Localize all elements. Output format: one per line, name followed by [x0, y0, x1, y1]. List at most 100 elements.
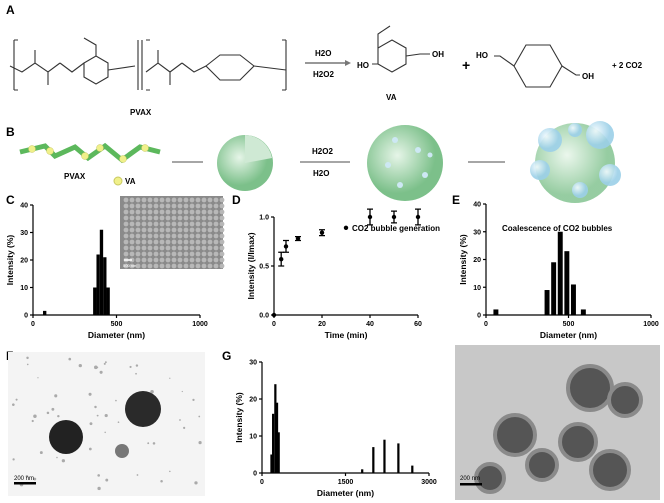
tem-debris	[12, 458, 15, 461]
tem-debris	[89, 422, 93, 426]
data-point	[279, 256, 284, 262]
sem-particle	[177, 215, 183, 221]
tem-debris	[25, 474, 29, 478]
sem-particle	[141, 227, 147, 233]
sem-particle	[219, 227, 225, 233]
y-tick-label: 0.5	[259, 264, 269, 271]
sem-particle	[147, 263, 153, 269]
histogram-bar	[99, 229, 104, 315]
sem-particle	[147, 245, 153, 251]
sem-particle	[153, 209, 159, 215]
sem-particle	[201, 233, 207, 239]
reagent-h2o-b: H2O	[313, 169, 329, 178]
sem-particle	[165, 257, 171, 263]
sem-particle	[189, 251, 195, 257]
sem-particle	[159, 257, 165, 263]
tem-debris	[94, 365, 98, 370]
sem-particle	[213, 245, 219, 251]
sem-particle	[123, 263, 129, 269]
sem-particle	[153, 239, 159, 245]
sem-particle	[189, 227, 195, 233]
sem-particle	[153, 227, 159, 233]
sem-particle	[123, 251, 129, 257]
histogram-bar	[43, 310, 47, 315]
sem-particle	[207, 221, 213, 227]
data-point	[415, 214, 421, 220]
x-axis-label: Diameter (nm)	[540, 330, 597, 340]
sem-particle	[153, 233, 159, 239]
histogram-bar	[557, 231, 563, 315]
tem-debris	[15, 398, 18, 401]
tem-debris	[192, 398, 195, 401]
sem-particle	[171, 245, 177, 251]
reagent-h2o2-b: H2O2	[312, 147, 333, 156]
sem-particle	[159, 263, 165, 269]
oh-label: OH	[432, 50, 444, 59]
sem-particle	[207, 203, 213, 209]
large-bubbles	[530, 121, 621, 198]
sem-particle	[153, 251, 159, 257]
sem-particle	[135, 221, 141, 227]
sem-particle	[141, 215, 147, 221]
sem-particle	[123, 233, 129, 239]
sem-particle	[183, 257, 189, 263]
panel-label-c: C	[6, 193, 15, 207]
histogram-bar	[277, 432, 280, 473]
histogram-bar	[270, 454, 273, 473]
sem-particle	[201, 257, 207, 263]
sem-particle	[195, 227, 201, 233]
sem-particle	[195, 203, 201, 209]
x-tick-label: 500	[111, 321, 123, 328]
x-tick-label: 0	[31, 321, 35, 328]
sem-particle	[189, 233, 195, 239]
sem-particle	[177, 245, 183, 251]
panel-label-a: A	[6, 3, 15, 17]
sem-particle	[135, 209, 141, 215]
sem-particle	[171, 233, 177, 239]
y-tick-label: 30	[473, 229, 481, 236]
x-tick-label: 0	[272, 321, 276, 328]
sem-particle	[213, 215, 219, 221]
panel-label-e: E	[452, 193, 460, 207]
histogram-bar	[383, 439, 386, 473]
sem-particle	[141, 233, 147, 239]
y-axis-label: Intensity (%)	[458, 234, 468, 285]
small-bubbles	[385, 137, 433, 188]
sem-particle	[171, 221, 177, 227]
histogram-bar	[372, 447, 375, 473]
sem-particle	[165, 239, 171, 245]
sem-particle	[219, 197, 225, 203]
y-tick-label: 0	[24, 313, 28, 320]
sem-particle	[213, 251, 219, 257]
sem-particle	[219, 233, 225, 239]
tem-debris	[46, 411, 50, 415]
sem-particle	[195, 251, 201, 257]
histogram-bar	[361, 469, 364, 473]
sem-particle	[123, 221, 129, 227]
sem-particle	[129, 227, 135, 233]
sem-particle	[207, 227, 213, 233]
tem-debris	[26, 356, 29, 360]
sem-particle	[159, 221, 165, 227]
histogram-bar	[275, 402, 279, 473]
sem-particle	[147, 239, 153, 245]
tem-image-f: 200 nm	[8, 352, 205, 496]
co2-product: + 2 CO2	[612, 61, 643, 70]
sem-particle	[177, 263, 183, 269]
sem-particle	[165, 251, 171, 257]
reagent-h2o: H2O	[315, 49, 331, 58]
tem-debris	[26, 363, 29, 366]
panel-label-b: B	[6, 125, 15, 139]
tem-debris	[78, 363, 82, 368]
sem-particle	[153, 257, 159, 263]
y-tick-label: 10	[473, 285, 481, 292]
data-point	[343, 225, 349, 230]
sem-particle	[213, 257, 219, 263]
sem-particle	[201, 209, 207, 215]
sem-particle	[213, 221, 219, 227]
tem-debris	[104, 431, 106, 434]
tem-debris	[12, 403, 15, 406]
sem-particle	[159, 203, 165, 209]
tem-debris	[104, 413, 108, 418]
y-axis-label: Intensity (%)	[5, 235, 15, 286]
